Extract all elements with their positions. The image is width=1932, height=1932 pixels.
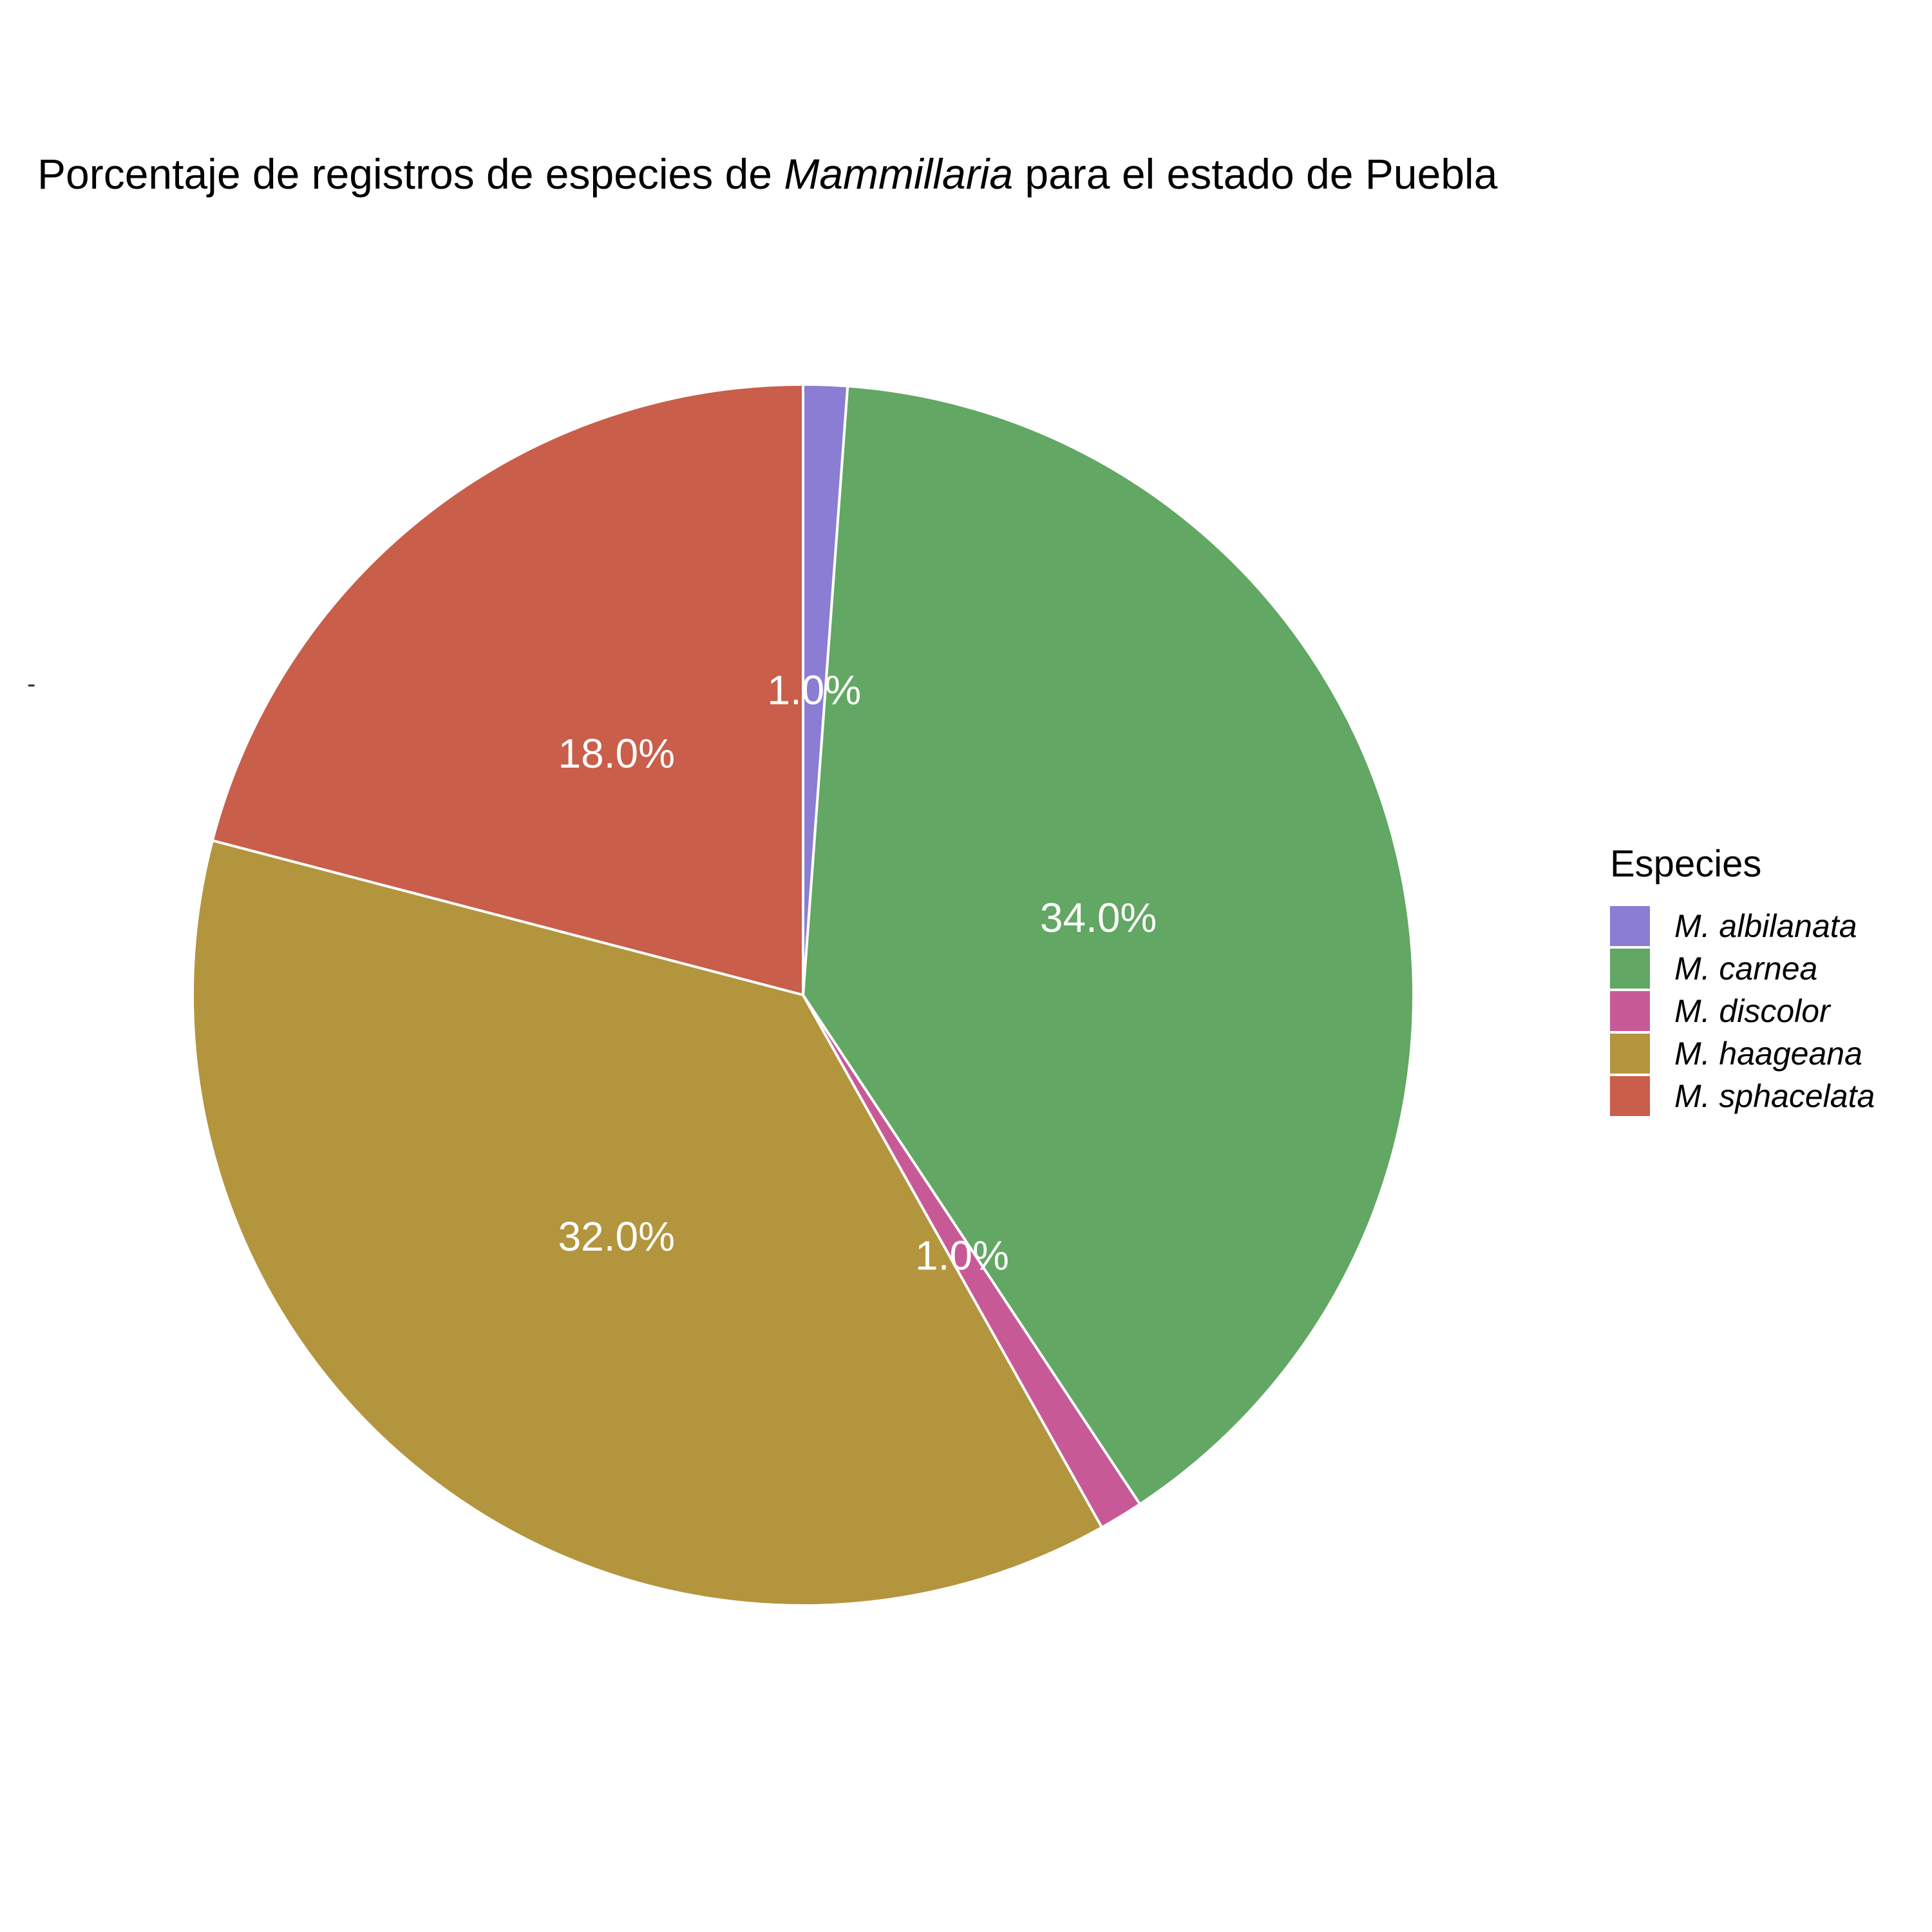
legend-item-m-haageana: M. haageana	[1610, 1032, 1875, 1075]
legend-items: M. albilanata M. carnea M. discolor M. haag…	[1610, 905, 1875, 1117]
legend-swatch	[1610, 949, 1650, 989]
slice-label-m-haageana: 32.0%	[558, 1213, 675, 1260]
legend-swatch	[1610, 1076, 1650, 1116]
slice-label-m-carnea: 34.0%	[1040, 895, 1157, 941]
legend-swatch	[1610, 991, 1650, 1031]
chart-title-prefix: Porcentaje de registros de especies de	[37, 150, 784, 198]
legend-swatch	[1610, 906, 1650, 946]
legend-item-m-carnea: M. carnea	[1610, 947, 1875, 990]
legend: Especies M. albilanata M. carnea M. discol…	[1610, 842, 1875, 1117]
slice-label-m-sphacelata: 18.0%	[558, 730, 675, 777]
legend-swatch	[1610, 1034, 1650, 1074]
pie-slice-m-sphacelata	[211, 383, 804, 997]
legend-item-m-albilanata: M. albilanata	[1610, 905, 1875, 947]
pie-slice-m-albilanata	[802, 383, 849, 996]
pie-slices	[191, 383, 1415, 1607]
legend-label: M. discolor	[1674, 993, 1830, 1029]
pie-labels: 18.0% 32.0% 1.0% 34.0% 1.0%	[558, 667, 1157, 1278]
legend-label: M. carnea	[1674, 951, 1818, 987]
pie-slice-m-haageana	[191, 838, 1104, 1607]
slice-label-m-albilanata: 1.0%	[767, 667, 861, 713]
chart-title: Porcentaje de registros de especies de M…	[37, 149, 1497, 198]
slice-label-m-discolor: 1.0%	[915, 1233, 1009, 1279]
legend-item-m-sphacelata: M. sphacelata	[1610, 1075, 1875, 1117]
chart-title-italic: Mammillaria	[784, 150, 1014, 198]
legend-label: M. haageana	[1674, 1036, 1862, 1072]
axis-tick-mark: -	[27, 670, 36, 698]
legend-label: M. albilanata	[1674, 908, 1857, 944]
legend-label: M. sphacelata	[1674, 1078, 1875, 1114]
chart-title-suffix: para el estado de Puebla	[1013, 150, 1498, 198]
pie-slice-m-carnea	[801, 384, 1415, 1506]
legend-item-m-discolor: M. discolor	[1610, 990, 1875, 1032]
legend-title: Especies	[1610, 843, 1762, 885]
